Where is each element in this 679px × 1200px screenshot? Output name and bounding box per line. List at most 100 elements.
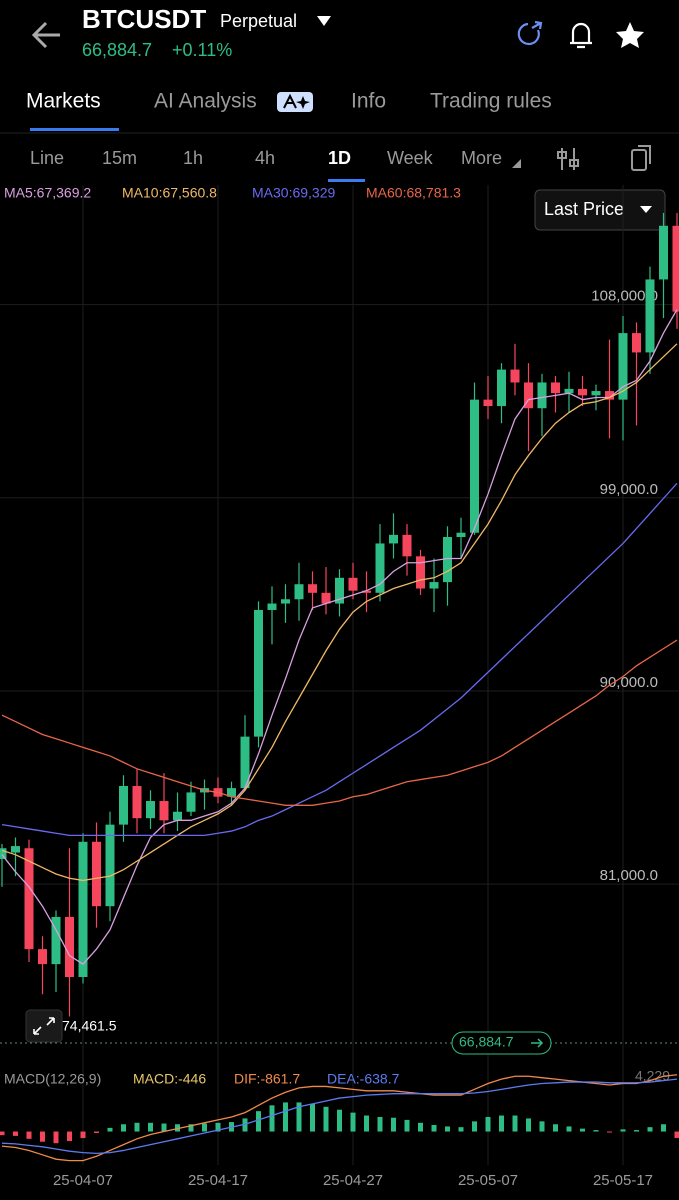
x-tick-label: 25-04-07 [53,1172,113,1189]
candle-body [578,388,587,396]
candle-body [632,333,641,353]
histogram-bar [377,1116,383,1132]
candle-body [389,534,398,544]
histogram-bar [242,1118,248,1132]
histogram-bar [40,1131,45,1142]
histogram-bar [512,1115,518,1132]
candle-body [591,391,601,396]
histogram-bar [283,1102,288,1132]
candle-body [362,590,371,593]
candle-body [0,848,7,859]
ma-line [1,639,678,806]
histogram-bar [661,1124,666,1132]
candle-body [348,577,358,591]
tab[interactable]: AI Analysis [154,90,257,113]
back-button[interactable] [31,21,60,49]
reset-zoom-button[interactable] [25,1009,63,1043]
candle-body [78,841,88,978]
candle-body [24,848,34,950]
contract-type[interactable]: Perpetual [220,11,297,31]
candle-body [159,801,169,821]
candle-body [672,225,679,312]
histogram-bar [607,1131,612,1133]
candle-body [321,592,331,604]
macd-line [1,1074,678,1162]
candle-body [443,537,452,583]
histogram-bar [134,1122,140,1132]
candle-body [294,584,304,600]
interval[interactable]: 1h [183,148,203,168]
dropdown-arrow [317,16,331,26]
interval-active[interactable]: 1D [328,148,351,168]
last-price-arrow [531,1038,544,1048]
candle-body [551,382,560,394]
histogram-bar [674,1131,679,1139]
candle-body [470,399,479,533]
alert-icon[interactable] [570,22,592,49]
histogram-bar [580,1128,585,1132]
candle-body [335,577,344,604]
histogram-bar [26,1131,32,1139]
legend-entry: MA60:68,781.3 [366,185,461,201]
x-tick-label: 25-05-17 [593,1172,653,1189]
price-type-button[interactable] [534,189,666,231]
histogram-bar [539,1121,545,1132]
candle-body [497,369,506,407]
candle-body [65,916,74,978]
candle-body [173,811,182,821]
histogram-bar [94,1131,99,1133]
histogram-bar [364,1115,369,1132]
interval[interactable]: Line [30,148,64,168]
indicator-settings-icon[interactable] [557,148,579,170]
histogram-bar [175,1124,180,1132]
last-price-pill[interactable] [451,1031,552,1055]
candle-body [51,916,61,965]
candle-body [119,785,128,825]
interval[interactable]: 4h [255,148,275,168]
histogram-bar [350,1112,356,1132]
macd-title: MACD(12,26,9) [4,1071,101,1087]
interval[interactable]: More [461,148,502,168]
tab[interactable]: Trading rules [430,90,552,113]
interval[interactable]: Week [387,148,434,168]
legend-entry: MA5:67,369.2 [4,185,91,201]
ma-line [1,343,678,882]
favorite-icon[interactable] [616,22,644,48]
tab[interactable]: Markets [26,90,101,113]
histogram-bar [404,1119,410,1132]
candle-body [524,382,533,409]
x-tick-label: 25-05-07 [458,1172,518,1189]
histogram-bar [161,1123,167,1132]
share-icon[interactable] [517,20,543,46]
price-type[interactable]: Last Price [544,199,624,219]
candle-body [227,788,236,797]
candle-body [537,382,547,409]
histogram-bar [485,1116,491,1132]
legend-entry: MA10:67,560.8 [122,185,217,201]
candle-body [267,603,277,610]
histogram-bar [418,1122,423,1132]
header-change: +0.11% [172,40,232,60]
active-tab-indicator [30,128,119,131]
histogram-bar [620,1129,626,1132]
x-tick-label: 25-04-17 [188,1172,248,1189]
y-tick-label: 99,000.0 [600,481,658,498]
candle-body [429,582,439,589]
candle-body [618,333,628,400]
histogram-bar [634,1130,639,1132]
candle-body [11,846,20,853]
low-price-label: 74,461.5 [62,1018,117,1034]
histogram-bar [256,1111,261,1132]
histogram-bar [566,1126,572,1132]
candle-body [186,792,196,812]
y-tick-label: 4,229 [635,1068,670,1084]
last-price-label: 66,884.7 [459,1034,514,1050]
layout-icon[interactable] [631,145,651,171]
interval[interactable]: 15m [102,148,137,168]
ai-badge [277,92,313,112]
candle-body [402,534,412,557]
symbol[interactable]: BTCUSDT [82,4,206,34]
tab[interactable]: Info [351,90,386,113]
